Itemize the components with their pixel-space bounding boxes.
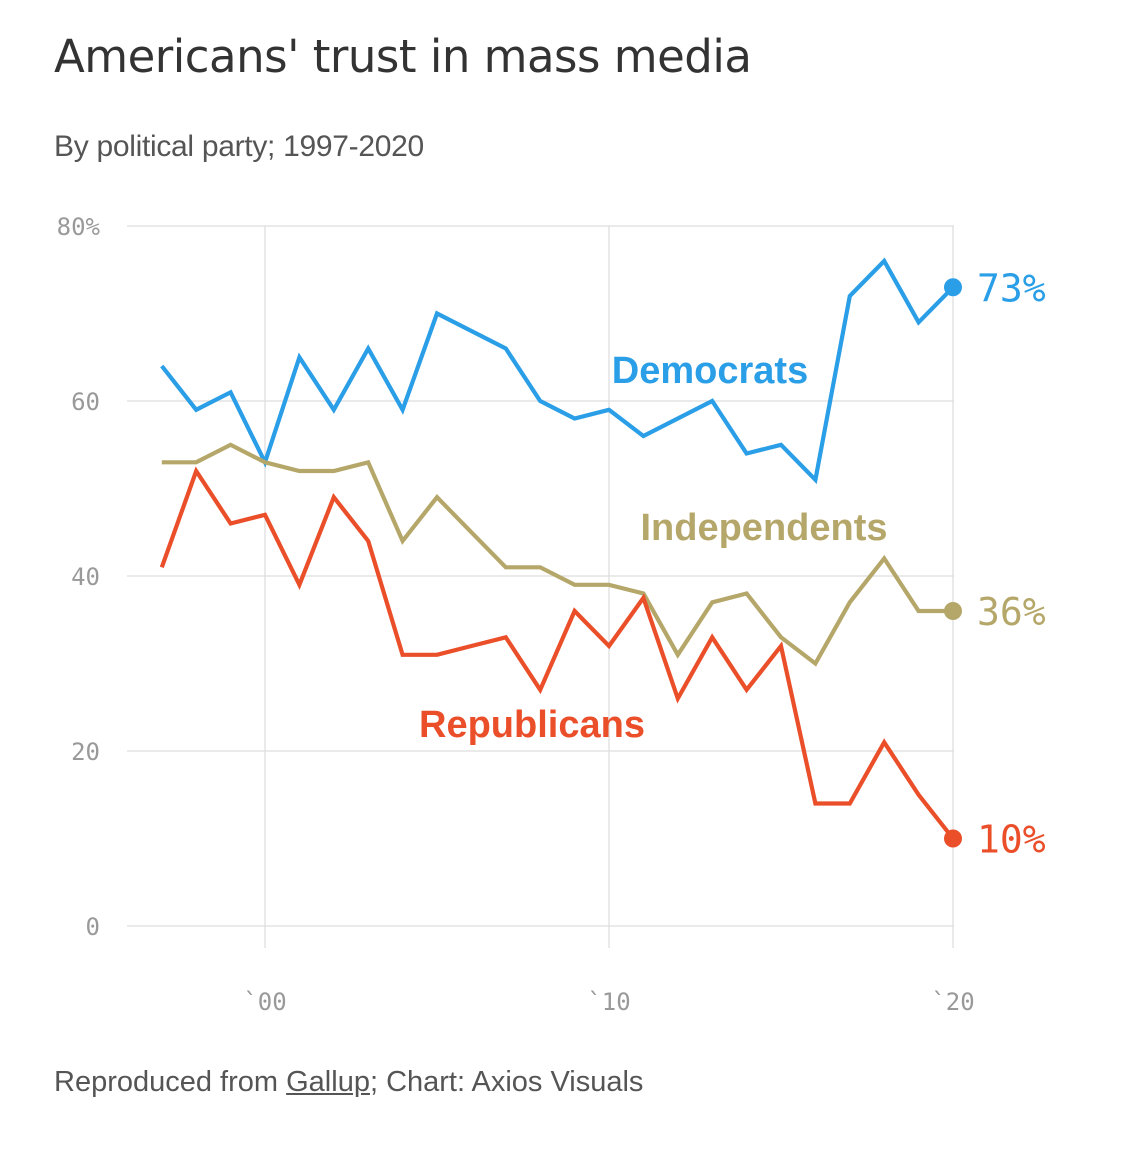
end-value-label-independents: 36% — [977, 590, 1046, 634]
footer-credit: Reproduced from Gallup; Chart: Axios Vis… — [54, 1066, 643, 1099]
y-tick-label: 60 — [71, 388, 100, 416]
y-tick-label: 0 — [86, 913, 100, 941]
series-name-label-democrats: Democrats — [612, 350, 808, 392]
series-labels: 73% Democrats 36% Independents 10% Republican… — [419, 266, 1046, 861]
end-point-republicans — [944, 829, 962, 848]
source-link[interactable]: Gallup — [286, 1066, 370, 1098]
series-line-democrats — [160, 257, 955, 485]
x-tick-label: `00 — [243, 988, 286, 1016]
footer-suffix: ; Chart: Axios Visuals — [369, 1066, 644, 1098]
grid — [127, 225, 954, 948]
y-tick-label: 20 — [71, 738, 100, 766]
series-lines — [159, 257, 962, 848]
footer-prefix: Reproduced from — [54, 1066, 287, 1098]
series-name-label-republicans: Republicans — [419, 704, 645, 746]
y-tick-label: 80% — [57, 213, 101, 241]
x-tick-label: `20 — [931, 988, 974, 1016]
series-line-independents — [161, 442, 953, 667]
y-tick-label: 40 — [71, 563, 100, 591]
axis-ticks: 0 20 40 60 80% `00 `10 `20 — [57, 213, 975, 1016]
series-name-label-independents: Independents — [640, 507, 887, 549]
end-point-independents — [944, 602, 962, 620]
end-value-label-democrats: 73% — [977, 266, 1046, 310]
end-point-democrats — [944, 278, 962, 297]
chart-title: Americans' trust in mass media — [54, 30, 752, 83]
series-line-republicans — [159, 466, 955, 840]
x-tick-label: `10 — [587, 988, 630, 1016]
chart-subtitle: By political party; 1997-2020 — [54, 130, 424, 163]
end-value-label-republicans: 10% — [977, 818, 1046, 862]
